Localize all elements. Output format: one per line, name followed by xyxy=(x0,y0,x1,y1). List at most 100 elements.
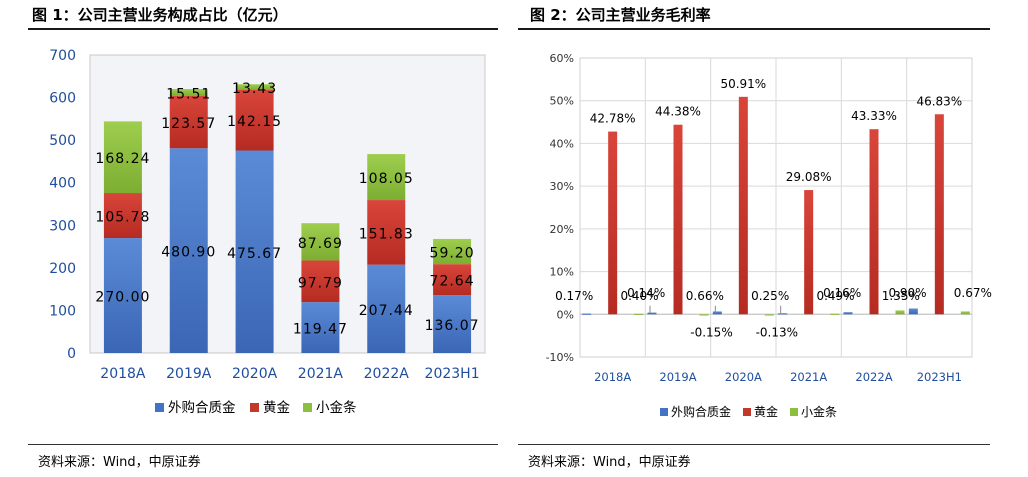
chart2-xtick-label: 2020A xyxy=(725,370,762,384)
chart2-data-label: 0.16% xyxy=(823,286,861,300)
chart2-legend-label: 黄金 xyxy=(754,404,778,419)
chart1-legend-label: 小金条 xyxy=(316,399,357,416)
chart1-data-label: 15.51 xyxy=(166,86,211,102)
chart1-data-label: 119.47 xyxy=(293,322,348,338)
chart1-ytick-label: 100 xyxy=(49,303,76,319)
chart2-top-rule xyxy=(518,28,990,30)
chart1-data-label: 87.69 xyxy=(298,236,343,252)
chart2-bottom-rule xyxy=(518,444,990,445)
chart1-bottom-rule xyxy=(28,444,498,445)
chart1-xtick-label: 2020A xyxy=(232,366,278,382)
chart2-bar-0 xyxy=(582,313,592,315)
chart2-ytick-label: -10% xyxy=(546,351,574,364)
chart2-ytick-label: 20% xyxy=(550,223,574,236)
chart2-bar-1 xyxy=(869,129,879,315)
chart2-data-label: 50.91% xyxy=(720,77,766,91)
chart2-bar-0 xyxy=(843,312,853,315)
chart1-data-label: 72.64 xyxy=(430,274,475,290)
chart2-data-label: 0.49% xyxy=(816,289,854,303)
chart1-bar-2 xyxy=(301,223,340,261)
chart1-xtick-label: 2022A xyxy=(364,366,410,382)
chart2-data-label: 29.08% xyxy=(786,170,832,184)
chart2-data-label: 44.38% xyxy=(655,105,701,119)
chart1-bar-1 xyxy=(367,200,406,265)
chart2-legend-swatch xyxy=(743,408,751,416)
chart2-bar-1 xyxy=(738,96,748,315)
chart1-legend-label: 外购合质金 xyxy=(168,400,236,416)
chart2-bar-2 xyxy=(764,314,774,316)
chart2-bar-2 xyxy=(895,310,905,315)
chart1-legend-swatch xyxy=(250,403,259,412)
chart1-legend-swatch xyxy=(303,403,312,412)
chart2-bar-1 xyxy=(608,131,618,315)
chart2-bar-0 xyxy=(908,308,918,315)
chart1-bar-2 xyxy=(367,154,406,201)
chart2-legend-swatch xyxy=(660,408,668,416)
chart1-data-label: 105.78 xyxy=(95,210,150,226)
chart1-ytick-label: 700 xyxy=(49,48,76,64)
chart1-data-label: 207.44 xyxy=(359,303,414,319)
chart1-ytick-label: 300 xyxy=(49,218,76,234)
chart2-xtick-label: 2021A xyxy=(790,370,827,384)
chart2-legend-swatch xyxy=(790,408,798,416)
chart2-ytick-label: 50% xyxy=(550,95,574,108)
chart2-bar-2 xyxy=(960,311,970,315)
chart1-source: 资料来源：Wind，中原证券 xyxy=(38,455,201,470)
chart2-ytick-label: 0% xyxy=(557,308,574,321)
chart1-bar-2 xyxy=(103,121,142,194)
chart2-bar-0 xyxy=(647,312,657,315)
chart1-legend-swatch xyxy=(155,403,164,412)
chart2-source: 资料来源：Wind，中原证券 xyxy=(528,455,691,470)
chart1-ytick-label: 500 xyxy=(49,133,76,149)
chart1-bar-1 xyxy=(433,264,472,296)
chart2-data-label: 46.83% xyxy=(916,94,962,108)
chart1-xtick-label: 2018A xyxy=(100,366,146,382)
chart2-title: 图 2：公司主营业务毛利率 xyxy=(530,6,711,24)
chart1-data-label: 108.05 xyxy=(359,171,414,187)
chart2-data-label: 0.14% xyxy=(627,286,665,300)
chart2-bar-2 xyxy=(699,314,709,316)
chart1-bar-0 xyxy=(103,238,142,353)
chart1-data-label: 151.83 xyxy=(359,226,414,242)
chart2-data-label: 0.25% xyxy=(751,289,789,303)
chart2-data-label: 0.40% xyxy=(620,289,658,303)
chart1-ytick-label: 600 xyxy=(49,91,76,107)
chart1-bar-1 xyxy=(301,260,340,303)
chart2-data-label: 1.35% xyxy=(882,289,920,303)
chart2-bar-0 xyxy=(778,313,788,315)
chart1-ytick-label: 400 xyxy=(49,176,76,192)
chart2-data-label: -0.13% xyxy=(756,325,798,339)
chart2-xtick-label: 2023H1 xyxy=(917,370,962,384)
chart1-legend-label: 黄金 xyxy=(263,400,290,416)
chart2-legend-label: 外购合质金 xyxy=(671,404,731,419)
chart2-data-label: 43.33% xyxy=(851,109,897,123)
chart2-ytick-label: 10% xyxy=(550,266,574,279)
chart1-data-label: 480.90 xyxy=(161,245,216,261)
chart2-xtick-label: 2019A xyxy=(659,370,696,384)
chart1-bar-0 xyxy=(367,264,406,353)
chart2-bar-1 xyxy=(673,124,683,315)
chart1-xtick-label: 2019A xyxy=(166,366,212,382)
chart1-bar-0 xyxy=(301,302,340,353)
chart2-xtick-label: 2022A xyxy=(855,370,892,384)
chart1-data-label: 475.67 xyxy=(227,246,282,262)
chart1-bar-0 xyxy=(433,295,472,353)
chart2-data-label: 0.17% xyxy=(555,289,593,303)
chart2-legend-label: 小金条 xyxy=(801,404,837,419)
chart2-bar-2 xyxy=(830,313,840,315)
chart2-data-label: 42.78% xyxy=(590,112,636,126)
chart1-bar-1 xyxy=(103,193,142,239)
chart2-bar-2 xyxy=(634,313,644,315)
chart1-bar-1 xyxy=(235,89,274,151)
chart1-data-label: 136.07 xyxy=(425,318,480,334)
chart1-data-label: 59.20 xyxy=(430,246,475,262)
chart1-data-label: 270.00 xyxy=(95,290,150,306)
chart2-data-label: 0.90% xyxy=(888,286,926,300)
chart2-ytick-label: 40% xyxy=(550,137,574,150)
chart2-data-label: -0.15% xyxy=(690,325,732,339)
chart1-bar-1 xyxy=(169,95,208,149)
chart2-data-label: 0.67% xyxy=(954,286,992,300)
chart1-data-label: 142.15 xyxy=(227,114,282,130)
chart1-data-label: 123.57 xyxy=(161,116,216,132)
